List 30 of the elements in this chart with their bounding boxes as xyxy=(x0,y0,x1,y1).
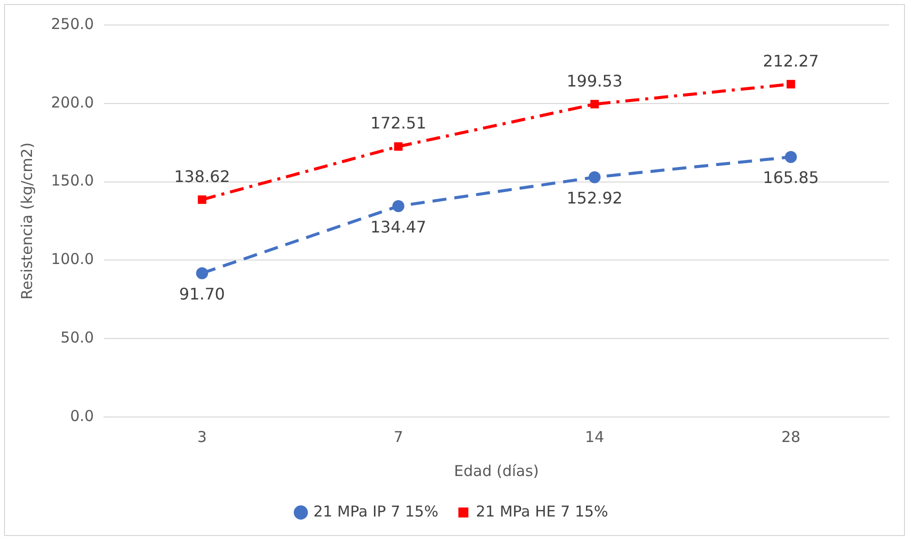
x-tick-label: 7 xyxy=(394,428,404,446)
point xyxy=(590,100,599,108)
point xyxy=(784,150,797,163)
y-tick-label: 50.0 xyxy=(60,328,94,346)
x-tick-label: 14 xyxy=(585,428,604,446)
data-label: 172.51 xyxy=(370,114,426,133)
point xyxy=(588,171,601,184)
y-axis-title: Resistencia (kg/cm2) xyxy=(18,142,36,300)
point xyxy=(394,142,403,151)
y-tick-label: 0.0 xyxy=(70,406,94,425)
y-tick-label: 150.0 xyxy=(50,172,94,190)
x-axis-title: Edad (días) xyxy=(454,462,539,480)
y-tick-label: 200.0 xyxy=(50,93,94,112)
point xyxy=(392,200,404,212)
data-label: 134.47 xyxy=(370,217,426,236)
x-tick-label: 28 xyxy=(781,428,800,446)
legend-label: 21 MPa IP 7 15% xyxy=(313,502,438,520)
data-label: 212.27 xyxy=(762,51,819,70)
point xyxy=(198,195,206,204)
data-label: 91.70 xyxy=(179,284,225,304)
data-label: 165.85 xyxy=(762,168,819,188)
point xyxy=(786,80,796,88)
data-label: 138.62 xyxy=(174,166,230,186)
x-tick-label: 3 xyxy=(197,428,207,446)
data-label: 199.53 xyxy=(566,71,623,90)
data-label: 152.92 xyxy=(566,188,623,208)
y-tick-label: 100.0 xyxy=(50,250,94,268)
y-tick-label: 250.0 xyxy=(50,14,94,33)
legend-label: 21 MPa HE 7 15% xyxy=(476,502,608,520)
point xyxy=(196,267,208,280)
